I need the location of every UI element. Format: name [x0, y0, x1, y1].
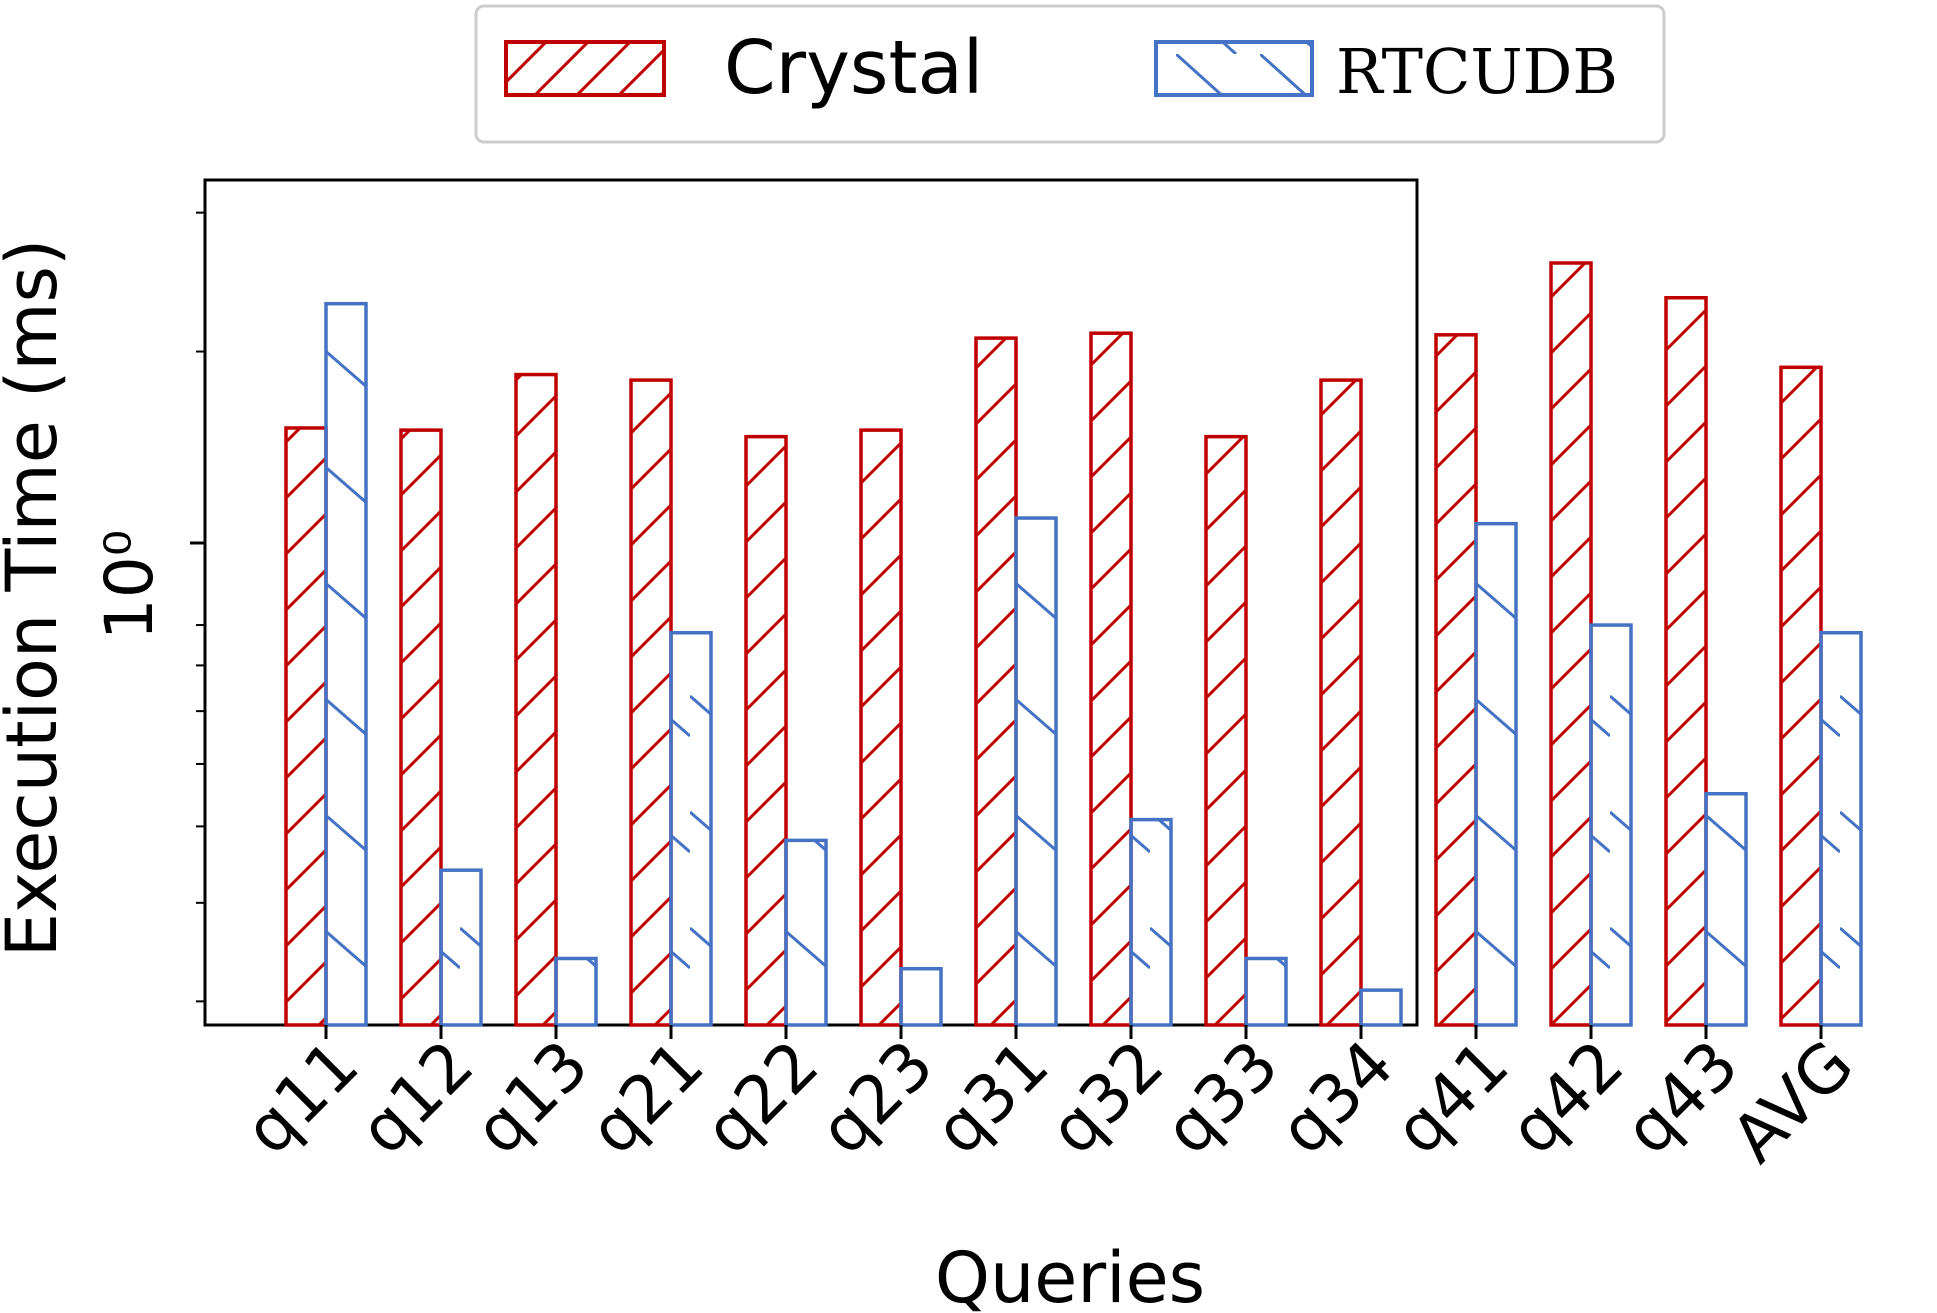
bar-crystal-q34 — [1319, 378, 1363, 1027]
legend-swatch-crystal — [504, 40, 666, 97]
bar-rtcudb-q43 — [1704, 791, 1748, 1027]
bar-crystal-q11 — [284, 426, 328, 1027]
bar-rtcudb-q42 — [1589, 623, 1633, 1027]
bar-rtcudb-q23 — [899, 966, 943, 1027]
x-tick-label-q41: q41 — [1380, 1026, 1523, 1169]
bar-crystal-q42 — [1549, 261, 1593, 1027]
bar-rtcudb-q34 — [1359, 988, 1403, 1027]
bar-rtcudb-q21 — [669, 631, 713, 1027]
x-tick-label-q43: q43 — [1610, 1026, 1753, 1169]
bars — [284, 261, 1863, 1027]
x-tick-label-q33: q33 — [1150, 1026, 1293, 1169]
y-axis-label: Execution Time (ms) — [0, 239, 73, 958]
x-tick-label-q42: q42 — [1495, 1026, 1638, 1169]
bar-crystal-q31 — [974, 336, 1018, 1027]
bar-crystal-q32 — [1089, 331, 1133, 1027]
x-axis-label: Queries — [935, 1237, 1205, 1313]
x-ticks: q11q12q13q21q22q23q31q32q33q34q41q42q43A… — [230, 1025, 1868, 1177]
x-tick-label-q11: q11 — [230, 1026, 373, 1169]
bar-crystal-q33 — [1204, 434, 1248, 1027]
bar-rtcudb-q32 — [1129, 817, 1173, 1027]
legend-swatch-rtcudb — [1154, 40, 1314, 97]
bar-rtcudb-q22 — [784, 838, 828, 1027]
bar-rtcudb-q13 — [554, 956, 598, 1027]
legend-label-crystal: Crystal — [724, 25, 983, 111]
bar-rtcudb-q33 — [1244, 956, 1288, 1027]
y-minor-ticks — [196, 211, 205, 1003]
bar-crystal-q43 — [1664, 296, 1708, 1027]
bar-rtcudb-q11 — [324, 301, 368, 1027]
x-tick-label-q12: q12 — [345, 1026, 488, 1169]
legend: Crystal RTCUDB — [474, 4, 1666, 144]
x-tick-label-q13: q13 — [460, 1026, 603, 1169]
x-tick-label-q21: q21 — [575, 1026, 718, 1169]
legend-label-rtcudb: RTCUDB — [1336, 35, 1618, 108]
y-tick-label-major: 10⁰ — [91, 530, 168, 640]
x-tick-label-q22: q22 — [690, 1026, 833, 1169]
bar-crystal-q22 — [744, 434, 788, 1027]
x-tick-label-q23: q23 — [805, 1026, 948, 1169]
bar-rtcudb-avg — [1819, 631, 1863, 1027]
bar-crystal-q21 — [629, 378, 673, 1027]
x-tick-label-q31: q31 — [920, 1026, 1063, 1169]
x-tick-label-q34: q34 — [1265, 1026, 1408, 1169]
x-tick-label-q32: q32 — [1035, 1026, 1178, 1169]
x-tick-label-avg: AVG — [1717, 1026, 1868, 1177]
bar-crystal-q41 — [1434, 333, 1478, 1027]
bar-crystal-q12 — [399, 428, 443, 1027]
bar-rtcudb-q31 — [1014, 516, 1058, 1027]
legend-frame — [474, 4, 1666, 144]
bar-crystal-q23 — [859, 428, 903, 1027]
bar-rtcudb-q12 — [439, 868, 483, 1027]
bar-rtcudb-q41 — [1474, 521, 1518, 1027]
bar-crystal-avg — [1779, 365, 1823, 1027]
bar-crystal-q13 — [514, 372, 558, 1027]
